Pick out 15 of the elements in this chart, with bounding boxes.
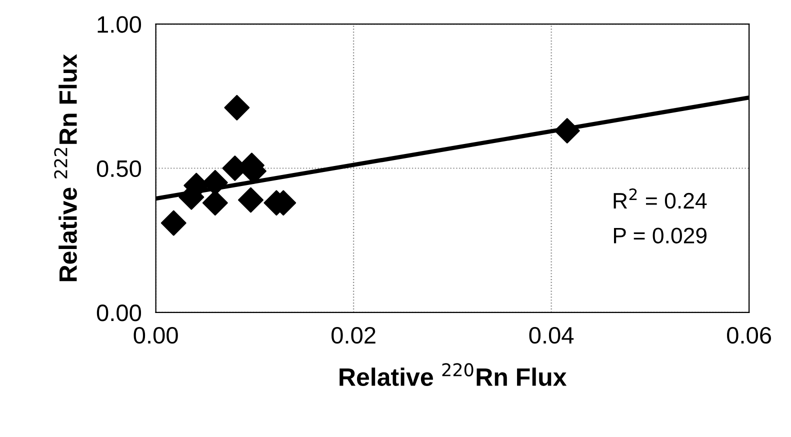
y-tick-label: 0.50 xyxy=(96,160,142,178)
point xyxy=(554,118,580,144)
x-tick-label: 0.06 xyxy=(727,326,772,344)
x-tick-label: 0.00 xyxy=(134,326,178,344)
point xyxy=(238,187,264,213)
y-tick-label: 0.00 xyxy=(96,304,142,322)
annotation: R$^{2}$ = 0.24 xyxy=(614,188,707,209)
x-tick-label: 0.02 xyxy=(332,326,376,344)
annotation: P = 0.029 xyxy=(614,228,706,244)
point xyxy=(160,210,186,236)
x-axis-title: Relative $^{220}$Rn Flux xyxy=(340,363,567,386)
y-axis-title: Relative $^{222}$Rn Flux xyxy=(54,54,77,282)
x-tick-label: 0.04 xyxy=(529,326,574,344)
point xyxy=(224,94,250,120)
y-tick-label: 1.00 xyxy=(98,16,142,33)
